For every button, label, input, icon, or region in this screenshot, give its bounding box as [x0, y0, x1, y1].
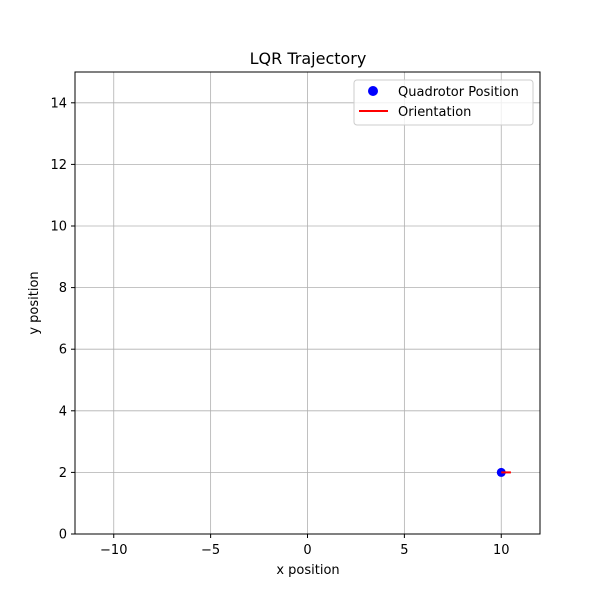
legend-label-position: Quadrotor Position — [398, 85, 519, 100]
legend-box — [353, 79, 534, 126]
x-tick-label: 5 — [400, 543, 408, 558]
x-tick-label: 10 — [493, 543, 510, 558]
axis-ticks: −10 −5 0 5 10 0 2 4 6 8 10 12 14 — [50, 96, 509, 558]
legend-position-marker — [368, 86, 378, 96]
x-tick-label: −5 — [201, 543, 220, 558]
y-tick-label: 2 — [59, 466, 67, 481]
y-tick-label: 14 — [50, 96, 67, 111]
x-tick-label: 0 — [303, 543, 311, 558]
x-tick-label: −10 — [100, 543, 127, 558]
y-tick-label: 10 — [50, 220, 67, 235]
y-tick-label: 4 — [59, 404, 67, 419]
plot-data — [496, 467, 511, 477]
grid — [75, 72, 540, 535]
plot-area-frame — [74, 71, 541, 535]
x-axis-label: x position — [276, 563, 339, 578]
y-tick-label: 8 — [59, 281, 67, 296]
y-axis-label: y position — [27, 271, 42, 334]
chart-title: LQR Trajectory — [250, 49, 367, 68]
y-tick-label: 0 — [59, 528, 67, 543]
y-tick-label: 12 — [50, 158, 67, 173]
legend: Quadrotor Position Orientation — [353, 79, 534, 126]
legend-label-orientation: Orientation — [398, 105, 471, 120]
y-tick-label: 6 — [59, 343, 67, 358]
